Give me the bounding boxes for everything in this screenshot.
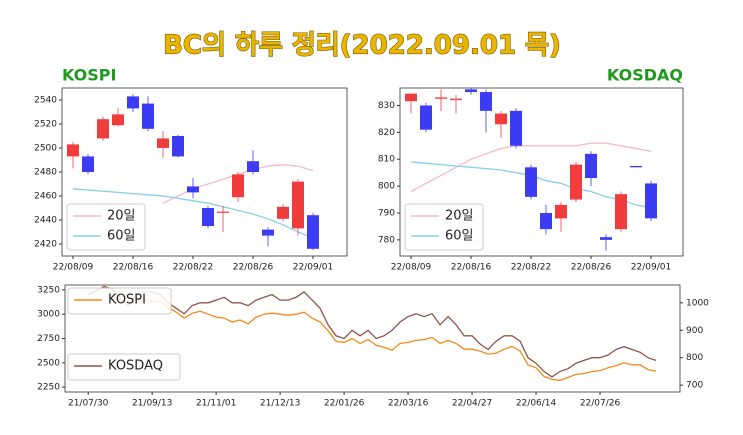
x-tick-label: 22/08/16 xyxy=(113,263,154,273)
candle-body xyxy=(187,186,199,193)
moving-average-line xyxy=(410,142,652,193)
candle-body xyxy=(262,229,274,236)
candle-body xyxy=(420,105,432,130)
y2-tick-label: 900 xyxy=(686,326,703,336)
x-tick-label: 22/09/01 xyxy=(631,263,671,273)
y-tick-label: 2460 xyxy=(34,192,57,202)
y2-tick-label: 800 xyxy=(686,353,703,363)
candle-body xyxy=(645,183,657,219)
candle-body xyxy=(525,167,537,197)
candle-body xyxy=(450,98,462,101)
x-tick-label: 22/08/26 xyxy=(571,263,612,273)
chart-title: KOSPI xyxy=(62,66,116,85)
y-tick-label: 3250 xyxy=(37,285,60,295)
candle-body xyxy=(630,165,642,168)
candle-body xyxy=(157,138,169,148)
x-tick-label: 22/08/22 xyxy=(511,263,551,273)
y-tick-label: 810 xyxy=(378,155,395,165)
x-tick-label: 22/04/27 xyxy=(452,399,492,409)
candle-body xyxy=(540,212,552,230)
candle-body xyxy=(480,92,492,111)
x-tick-label: 22/03/16 xyxy=(388,399,429,409)
x-tick-label: 22/07/26 xyxy=(580,399,621,409)
y-tick-label: 2420 xyxy=(34,240,57,250)
y-tick-label: 2480 xyxy=(34,168,57,178)
x-tick-label: 21/07/30 xyxy=(68,399,109,409)
legend-label: 20일 xyxy=(445,209,474,224)
candle-body xyxy=(127,96,139,109)
candle-body xyxy=(570,164,582,200)
x-tick-label: 22/08/09 xyxy=(53,263,94,273)
candle-body xyxy=(585,153,597,179)
candle-body xyxy=(615,194,627,230)
legend-label: KOSPI xyxy=(108,293,146,308)
legend-label: 60일 xyxy=(445,229,474,244)
candle-body xyxy=(292,181,304,229)
candle-body xyxy=(277,206,289,219)
page-title: BC의 하루 정리(2022.09.01 목) xyxy=(163,31,561,61)
x-tick-label: 22/08/16 xyxy=(451,263,492,273)
y-tick-label: 2520 xyxy=(34,120,57,130)
candle-body xyxy=(510,110,522,146)
x-tick-label: 21/09/13 xyxy=(132,399,172,409)
candle-body xyxy=(202,208,214,226)
y-tick-label: 830 xyxy=(378,101,395,111)
x-tick-label: 22/08/22 xyxy=(173,263,213,273)
y-tick-label: 2500 xyxy=(37,358,60,368)
x-tick-label: 21/12/13 xyxy=(260,399,300,409)
candle-body xyxy=(112,114,124,126)
x-tick-label: 21/11/01 xyxy=(196,399,236,409)
y-tick-label: 790 xyxy=(378,208,395,218)
y-tick-label: 800 xyxy=(378,182,395,192)
candle-body xyxy=(247,161,259,172)
y-tick-label: 820 xyxy=(378,128,395,138)
y-tick-label: 2540 xyxy=(34,96,57,106)
candle-body xyxy=(232,174,244,198)
candle-body xyxy=(495,113,507,125)
legend-box xyxy=(67,353,181,381)
candle-body xyxy=(435,97,447,99)
moving-average-line xyxy=(72,188,314,239)
y2-tick-label: 1000 xyxy=(686,298,709,308)
candle-body xyxy=(82,156,94,172)
x-tick-label: 22/01/26 xyxy=(324,399,365,409)
chart-title: KOSDAQ xyxy=(607,66,683,85)
legend-label: 20일 xyxy=(107,209,136,224)
y-tick-label: 2440 xyxy=(34,216,57,226)
legend-label: KOSDAQ xyxy=(108,359,163,374)
x-tick-label: 22/08/09 xyxy=(391,263,432,273)
y-tick-label: 2750 xyxy=(37,334,60,344)
candle-body xyxy=(172,136,184,157)
legend-label: 60일 xyxy=(107,229,136,244)
candle-body xyxy=(600,237,612,240)
plot-frame xyxy=(399,87,684,257)
legend-box xyxy=(67,287,172,315)
candle-body xyxy=(465,89,477,93)
x-tick-label: 22/08/26 xyxy=(233,263,274,273)
candle-body xyxy=(405,93,417,102)
y-tick-label: 2500 xyxy=(34,144,57,154)
series-line xyxy=(87,285,657,378)
y-tick-label: 3000 xyxy=(37,310,60,320)
x-tick-label: 22/06/14 xyxy=(516,399,557,409)
series-line xyxy=(87,287,657,381)
x-tick-label: 22/09/01 xyxy=(293,263,333,273)
candle-body xyxy=(555,204,567,219)
y-tick-label: 2250 xyxy=(37,383,60,393)
candle-body xyxy=(307,215,319,249)
y-tick-label: 780 xyxy=(378,235,395,245)
candle-body xyxy=(217,211,229,213)
candle-body xyxy=(67,144,79,157)
y2-tick-label: 700 xyxy=(686,381,703,391)
candle-body xyxy=(97,119,109,139)
candle-body xyxy=(142,103,154,129)
